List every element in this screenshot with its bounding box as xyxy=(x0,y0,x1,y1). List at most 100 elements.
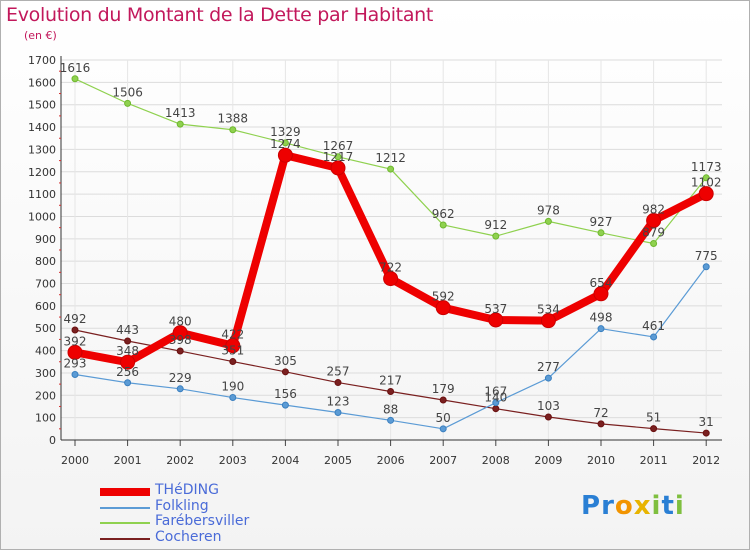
data-point xyxy=(597,229,605,237)
data-point xyxy=(387,165,395,173)
legend-swatch xyxy=(100,506,150,509)
logo-letter: P xyxy=(581,491,602,521)
data-point xyxy=(597,325,605,333)
data-point xyxy=(650,333,658,341)
logo-letter: t xyxy=(661,491,675,521)
logo-letter: o xyxy=(614,491,634,521)
x-tick-label: 2001 xyxy=(114,454,142,467)
y-tick-label: 1500 xyxy=(28,99,56,112)
data-point xyxy=(646,212,662,228)
data-label: 1388 xyxy=(218,112,249,126)
data-point xyxy=(281,139,289,147)
data-point xyxy=(439,221,447,229)
logo-letter: x xyxy=(633,491,652,521)
legend-label: Folkling xyxy=(155,497,209,514)
data-point xyxy=(650,425,658,433)
data-label: 179 xyxy=(432,382,455,396)
data-point xyxy=(71,75,79,83)
data-label: 229 xyxy=(169,371,192,385)
y-tick-label: 1700 xyxy=(28,54,56,67)
data-point xyxy=(544,217,552,225)
data-label: 1274 xyxy=(270,137,301,151)
data-label: 422 xyxy=(221,328,244,342)
y-tick-label: 300 xyxy=(35,367,56,380)
data-point xyxy=(277,147,293,163)
data-label: 480 xyxy=(169,315,192,329)
data-point xyxy=(702,263,710,271)
data-point xyxy=(71,326,79,334)
data-label: 156 xyxy=(274,387,297,401)
x-tick-label: 2012 xyxy=(692,454,720,467)
data-point xyxy=(387,416,395,424)
data-label: 348 xyxy=(116,344,139,358)
y-tick-label: 0 xyxy=(49,434,56,447)
data-label: 256 xyxy=(116,365,139,379)
x-tick-label: 2004 xyxy=(271,454,299,467)
data-label: 461 xyxy=(642,319,665,333)
x-tick-label: 2007 xyxy=(429,454,457,467)
data-point xyxy=(124,379,132,387)
data-label: 1506 xyxy=(112,85,143,99)
data-label: 72 xyxy=(593,406,608,420)
y-tick-label: 1200 xyxy=(28,166,56,179)
data-label: 498 xyxy=(590,311,613,325)
data-point xyxy=(439,396,447,404)
data-label: 1217 xyxy=(323,150,354,164)
legend-swatch xyxy=(100,522,150,524)
data-label: 1413 xyxy=(165,106,196,120)
data-point xyxy=(544,413,552,421)
data-point xyxy=(383,271,399,287)
data-label: 140 xyxy=(484,391,507,405)
logo-letter: i xyxy=(651,491,662,521)
data-point xyxy=(334,379,342,387)
logo-letter: i xyxy=(674,491,685,521)
y-tick-label: 800 xyxy=(35,255,56,268)
x-tick-label: 2005 xyxy=(324,454,352,467)
data-label: 51 xyxy=(646,411,661,425)
data-point xyxy=(492,405,500,413)
data-point xyxy=(597,420,605,428)
data-label: 277 xyxy=(537,360,560,374)
data-label: 492 xyxy=(64,312,87,326)
data-point xyxy=(229,394,237,402)
y-tick-label: 700 xyxy=(35,278,56,291)
data-label: 879 xyxy=(642,226,665,240)
x-tick-label: 2008 xyxy=(482,454,510,467)
data-point xyxy=(71,371,79,379)
data-label: 293 xyxy=(64,357,87,371)
data-point xyxy=(229,358,237,366)
data-point xyxy=(702,429,710,437)
data-label: 123 xyxy=(327,395,350,409)
x-tick-label: 2006 xyxy=(377,454,405,467)
data-point xyxy=(176,347,184,355)
x-tick-label: 2002 xyxy=(166,454,194,467)
data-label: 398 xyxy=(169,333,192,347)
data-label: 305 xyxy=(274,354,297,368)
data-label: 217 xyxy=(379,373,402,387)
data-point xyxy=(172,325,188,341)
x-tick-label: 2009 xyxy=(534,454,562,467)
data-point xyxy=(492,232,500,240)
data-point xyxy=(540,313,556,329)
legend-swatch xyxy=(100,488,150,496)
data-label: 1212 xyxy=(375,151,406,165)
data-label: 912 xyxy=(484,218,507,232)
y-tick-label: 900 xyxy=(35,233,56,246)
data-point xyxy=(435,300,451,316)
data-point xyxy=(439,425,447,433)
x-tick-label: 2000 xyxy=(61,454,89,467)
chart-subtitle: (en €) xyxy=(24,29,57,42)
data-point xyxy=(229,126,237,134)
data-label: 443 xyxy=(116,323,139,337)
data-point xyxy=(702,174,710,182)
data-label: 1329 xyxy=(270,125,301,139)
legend-swatch xyxy=(100,537,150,540)
y-tick-label: 200 xyxy=(35,389,56,402)
legend-label: THéDING xyxy=(155,482,219,498)
data-label: 978 xyxy=(537,203,560,217)
y-tick-label: 500 xyxy=(35,322,56,335)
data-label: 982 xyxy=(642,202,665,216)
y-tick-label: 1400 xyxy=(28,121,56,134)
data-point xyxy=(488,312,504,328)
